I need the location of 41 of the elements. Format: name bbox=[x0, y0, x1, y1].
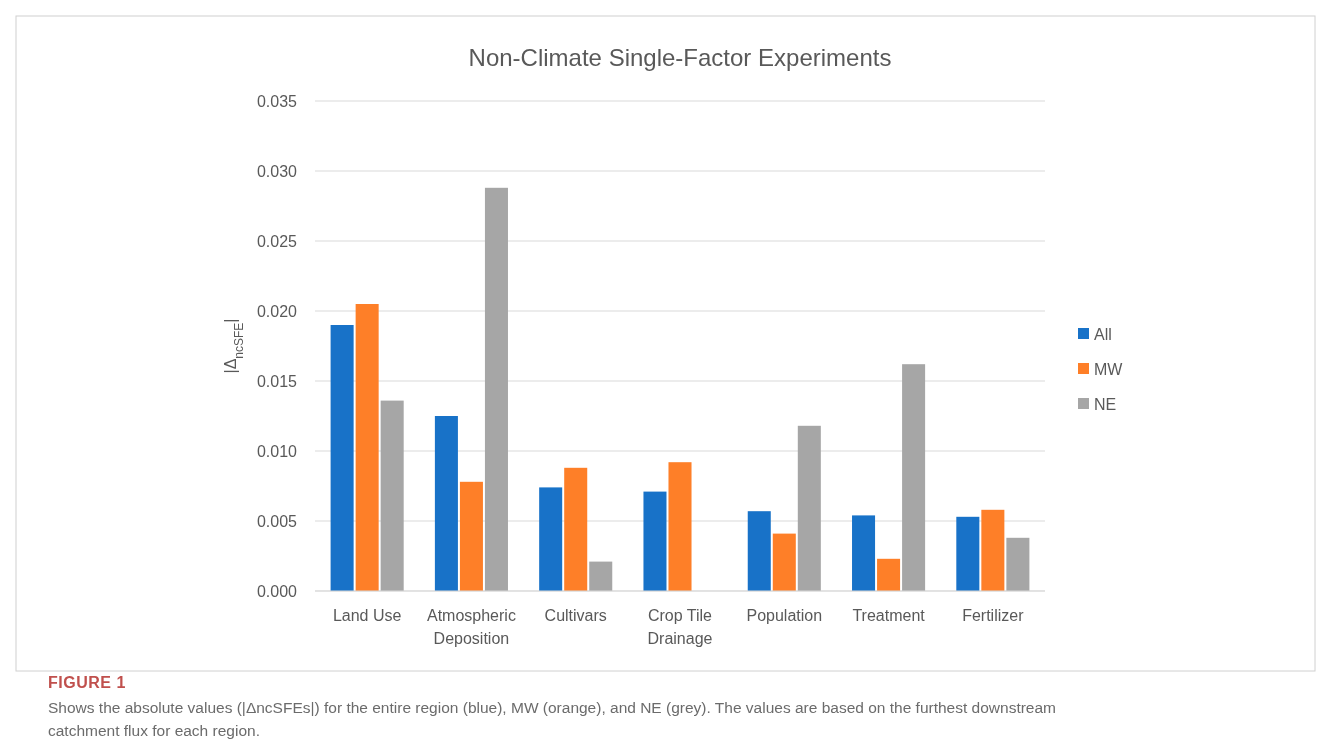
bar bbox=[355, 304, 379, 591]
y-tick-label: 0.010 bbox=[256, 442, 298, 460]
bar bbox=[459, 481, 483, 591]
bar bbox=[797, 425, 821, 591]
x-tick-label: Crop Tile Drainage bbox=[647, 607, 713, 647]
bar bbox=[852, 515, 876, 591]
x-tick-label: Land Use bbox=[332, 607, 402, 624]
bar bbox=[877, 558, 901, 591]
bar bbox=[956, 516, 980, 591]
bar bbox=[330, 325, 354, 591]
caption: FIGURE 1 bbox=[48, 674, 126, 691]
chart-title: Non-Climate Single-Factor Experiments bbox=[468, 44, 892, 71]
legend-label: All bbox=[1094, 325, 1112, 343]
bar bbox=[772, 533, 796, 591]
x-tick-label: Fertilizer bbox=[962, 607, 1025, 624]
y-tick-label: 0.015 bbox=[256, 372, 298, 390]
x-tick-label: Atmospheric Deposition bbox=[426, 607, 516, 647]
bar bbox=[539, 487, 563, 591]
y-tick-label: 0.030 bbox=[256, 162, 298, 180]
bar bbox=[902, 364, 926, 591]
y-tick-label: 0.025 bbox=[256, 232, 298, 250]
bar bbox=[1006, 537, 1030, 591]
x-tick-label: Treatment bbox=[852, 607, 926, 624]
text: Shows the absolute values (|ΔncSFEs|) for the entire region (blue), MW (orange), and NE (grey). The values are based on the furthest downstream catchment flux for each region. bbox=[48, 699, 1057, 739]
bar bbox=[643, 491, 667, 591]
bar bbox=[484, 187, 508, 591]
bar bbox=[668, 462, 692, 591]
bar bbox=[589, 561, 613, 591]
bar bbox=[981, 509, 1005, 591]
bar bbox=[434, 416, 458, 591]
bar bbox=[747, 511, 771, 591]
y-tick-label: 0.035 bbox=[256, 92, 298, 110]
bar bbox=[564, 467, 588, 591]
x-tick-label: Population bbox=[746, 607, 823, 624]
y-tick-label: 0.005 bbox=[256, 512, 298, 530]
legend-label: NE bbox=[1094, 395, 1117, 413]
y-tick-label: 0.020 bbox=[256, 302, 298, 320]
bar bbox=[380, 400, 404, 591]
legend-label: MW bbox=[1094, 360, 1124, 378]
y-tick-label: 0.000 bbox=[256, 582, 298, 600]
x-tick-label: Cultivars bbox=[544, 607, 607, 624]
